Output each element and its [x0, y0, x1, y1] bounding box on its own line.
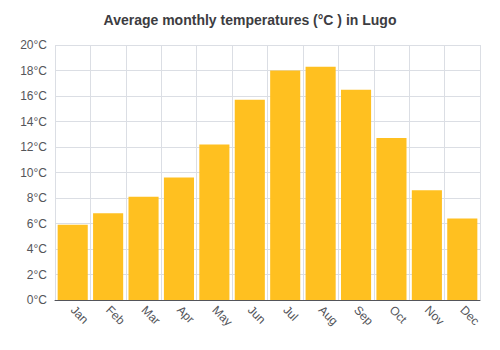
- svg-text:Jun: Jun: [245, 303, 269, 327]
- svg-text:Sep: Sep: [351, 303, 376, 328]
- svg-text:Oct: Oct: [387, 303, 411, 327]
- svg-text:Aug: Aug: [316, 303, 341, 328]
- svg-text:4°C: 4°C: [27, 242, 47, 256]
- svg-text:6°C: 6°C: [27, 217, 47, 231]
- svg-text:Apr: Apr: [174, 303, 197, 326]
- svg-text:10°C: 10°C: [20, 166, 47, 180]
- svg-text:14°C: 14°C: [20, 115, 47, 129]
- svg-text:Mar: Mar: [139, 303, 164, 327]
- svg-text:Jul: Jul: [280, 303, 301, 324]
- svg-text:20°C: 20°C: [20, 38, 47, 52]
- svg-text:Average monthly temperatures (: Average monthly temperatures (°C ) in Lu…: [104, 12, 397, 28]
- svg-text:16°C: 16°C: [20, 89, 47, 103]
- svg-text:Jan: Jan: [68, 303, 92, 327]
- svg-text:Feb: Feb: [103, 303, 128, 328]
- svg-text:Dec: Dec: [457, 303, 482, 328]
- svg-text:18°C: 18°C: [20, 64, 47, 78]
- svg-text:Nov: Nov: [422, 303, 447, 328]
- svg-text:May: May: [209, 303, 235, 329]
- svg-text:12°C: 12°C: [20, 140, 47, 154]
- svg-text:0°C: 0°C: [27, 293, 47, 307]
- svg-text:2°C: 2°C: [27, 268, 47, 282]
- svg-text:8°C: 8°C: [27, 191, 47, 205]
